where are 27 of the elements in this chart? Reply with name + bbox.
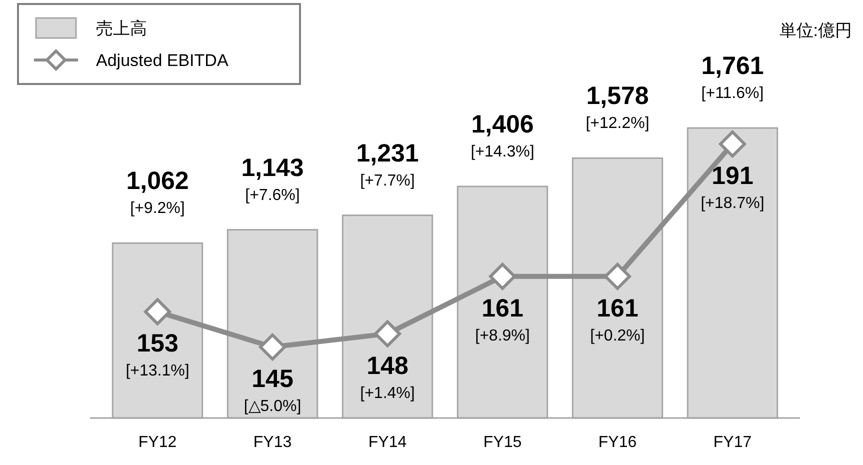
legend-label: 売上高 — [96, 19, 147, 38]
text: 単位:億円 — [779, 21, 852, 40]
data-label: 1,231 [+7.7%] — [356, 139, 419, 190]
data-label: 1,062 [+9.2%] — [126, 167, 189, 218]
point — [489, 262, 516, 290]
x-tick-label: FY16 — [598, 434, 637, 451]
point — [604, 262, 631, 290]
data-label: 161 [+0.2%] — [590, 294, 645, 344]
x-tick-label: FY15 — [483, 434, 522, 451]
x-tick-label: FY13 — [253, 434, 292, 451]
data-label: 153 [+13.1%] — [126, 330, 190, 380]
point — [719, 130, 746, 158]
data-label: 145 [△5.0%] — [244, 365, 302, 415]
data-label: 1,761 [+11.6%] — [701, 52, 764, 102]
data-label: 148 [+1.4%] — [360, 352, 415, 402]
data-label: 1,578 [+12.2%] — [586, 82, 650, 132]
data-label: 1,143 [+7.6%] — [241, 154, 304, 204]
data-label: 191 [+18.7%] — [700, 162, 764, 212]
data-label: 1,406 [+14.3%] — [470, 110, 534, 160]
data-label: 161 [+8.9%] — [475, 294, 530, 344]
x-tick-label: FY14 — [368, 434, 407, 451]
legend-label: Adjusted EBITDA — [96, 51, 229, 70]
point — [144, 298, 171, 326]
x-tick-label: FY12 — [138, 434, 177, 451]
point — [259, 334, 286, 360]
point — [374, 320, 401, 348]
x-tick-label: FY17 — [713, 434, 752, 451]
